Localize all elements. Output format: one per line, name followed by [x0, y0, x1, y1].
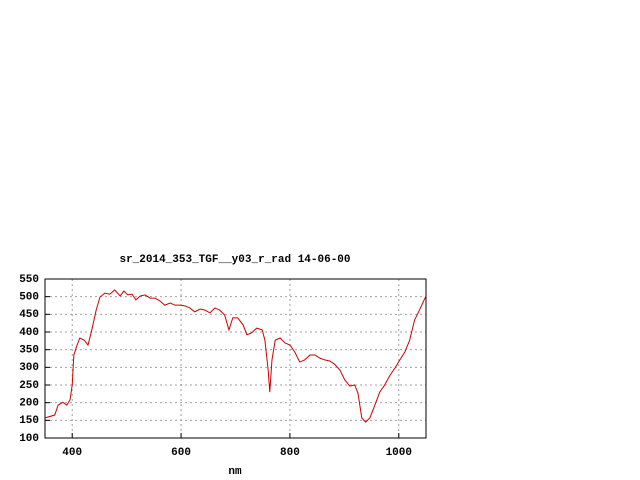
x-axis-label: nm [228, 466, 242, 478]
y-tick-label: 150 [19, 415, 39, 427]
y-tick-label: 400 [19, 327, 39, 339]
x-tick-label: 400 [62, 447, 82, 459]
x-tick-label: 600 [171, 447, 191, 459]
chart-title: sr_2014_353_TGF__y03_r_rad 14-06-00 [119, 254, 350, 266]
y-tick-label: 300 [19, 362, 39, 374]
y-tick-label: 250 [19, 380, 39, 392]
x-tick-label: 1000 [386, 447, 412, 459]
y-tick-label: 100 [19, 433, 39, 445]
plot-frame [44, 278, 427, 439]
x-tick-label: 800 [280, 447, 300, 459]
y-tick-label: 450 [19, 309, 39, 321]
y-tick-label: 350 [19, 345, 39, 357]
data-line [44, 289, 427, 423]
y-tick-label: 500 [19, 292, 39, 304]
y-tick-label: 200 [19, 398, 39, 410]
y-tick-label: 550 [19, 274, 39, 286]
